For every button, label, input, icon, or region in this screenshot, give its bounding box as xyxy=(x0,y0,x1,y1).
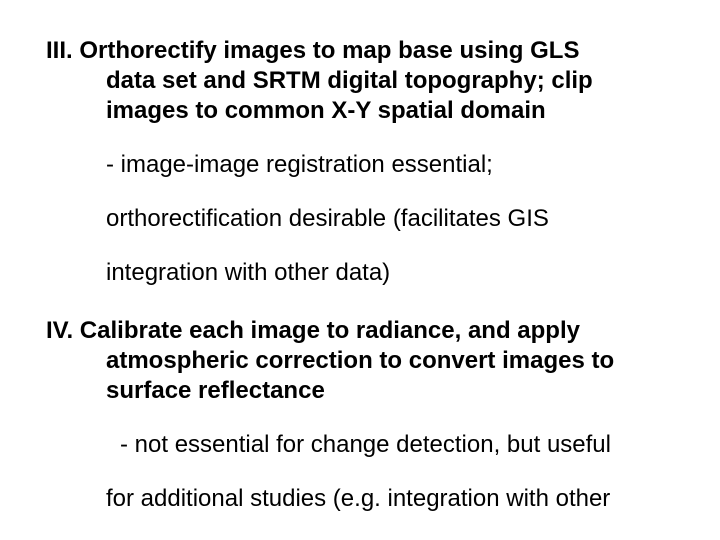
section-iii: III. Orthorectify images to map base usi… xyxy=(46,36,674,288)
section-iii-body-line2: orthorectification desirable (facilitate… xyxy=(46,204,674,234)
section-iii-title-line3: images to common X-Y spatial domain xyxy=(46,96,674,126)
section-iv: IV. Calibrate each image to radiance, an… xyxy=(46,316,674,540)
section-iv-title-line3: surface reflectance xyxy=(46,376,674,406)
section-iii-title-line2: data set and SRTM digital topography; cl… xyxy=(46,66,674,96)
section-iii-title-line1: III. Orthorectify images to map base usi… xyxy=(46,36,674,66)
section-iv-body-line1: - not essential for change detection, bu… xyxy=(46,430,674,460)
section-iii-body-line1: - image-image registration essential; xyxy=(46,150,674,180)
section-iv-body-line2: for additional studies (e.g. integration… xyxy=(46,484,674,514)
section-iv-title-line2: atmospheric correction to convert images… xyxy=(46,346,674,376)
slide: III. Orthorectify images to map base usi… xyxy=(0,0,720,540)
section-iii-body-line3: integration with other data) xyxy=(46,258,674,288)
section-iv-title-line1: IV. Calibrate each image to radiance, an… xyxy=(46,316,674,346)
